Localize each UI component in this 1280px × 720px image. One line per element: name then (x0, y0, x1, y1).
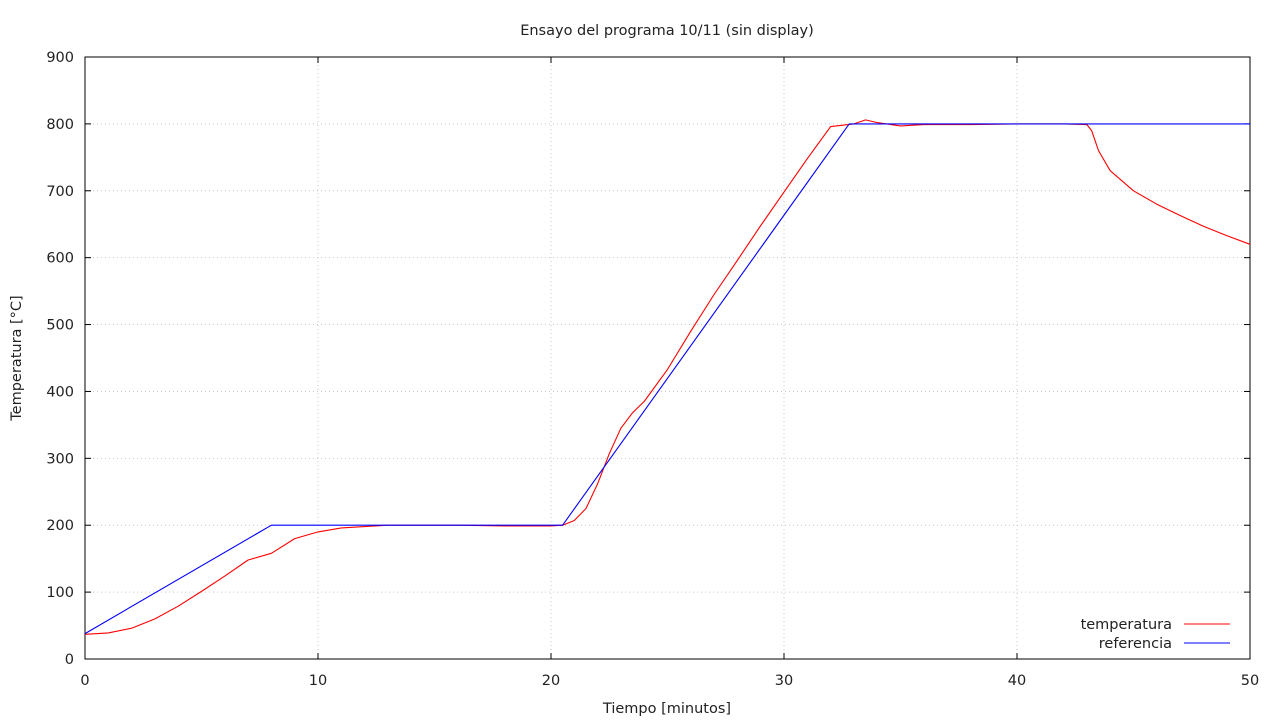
plot-area-frame (84, 56, 1251, 660)
x-tick-label: 30 (775, 673, 793, 689)
series-lines (84, 119, 1251, 635)
y-tick-label: 0 (65, 652, 74, 668)
legend-label: referencia (1099, 636, 1172, 652)
x-tick-label: 40 (1008, 673, 1026, 689)
y-tick-label: 600 (46, 251, 74, 267)
y-tick-label: 900 (46, 50, 74, 66)
series-line-temperatura (84, 119, 1251, 635)
y-tick-label: 300 (46, 451, 74, 467)
x-tick-label: 50 (1241, 673, 1259, 689)
grid-lines (85, 57, 1250, 659)
y-tick-label: 700 (46, 184, 74, 200)
axis-ticks (84, 56, 1251, 660)
x-axis-label: Tiempo [minutos] (602, 701, 731, 717)
x-tick-label: 10 (309, 673, 327, 689)
y-tick-label: 400 (46, 384, 74, 400)
x-tick-label: 20 (542, 673, 560, 689)
legend: temperatura referencia (1081, 617, 1230, 652)
series-line-referencia (84, 123, 1250, 635)
y-axis-label: Temperatura [°C] (9, 295, 25, 421)
y-tick-label: 800 (46, 117, 74, 133)
y-tick-label: 500 (46, 318, 74, 334)
legend-label: temperatura (1081, 617, 1172, 633)
chart-title: Ensayo del programa 10/11 (sin display) (520, 23, 814, 39)
x-tick-label: 0 (80, 673, 89, 689)
y-tick-label: 100 (46, 585, 74, 601)
y-tick-label: 200 (46, 518, 74, 534)
